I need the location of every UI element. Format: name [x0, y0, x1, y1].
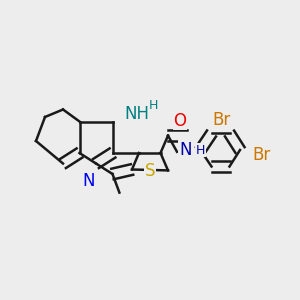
Text: S: S — [145, 162, 155, 180]
Text: H: H — [196, 143, 205, 157]
Text: Br: Br — [252, 146, 270, 164]
Text: N: N — [82, 172, 95, 190]
Text: Br: Br — [213, 111, 231, 129]
Text: NH: NH — [124, 105, 149, 123]
Text: N: N — [179, 141, 192, 159]
Text: O: O — [173, 112, 187, 130]
Text: H: H — [148, 99, 158, 112]
